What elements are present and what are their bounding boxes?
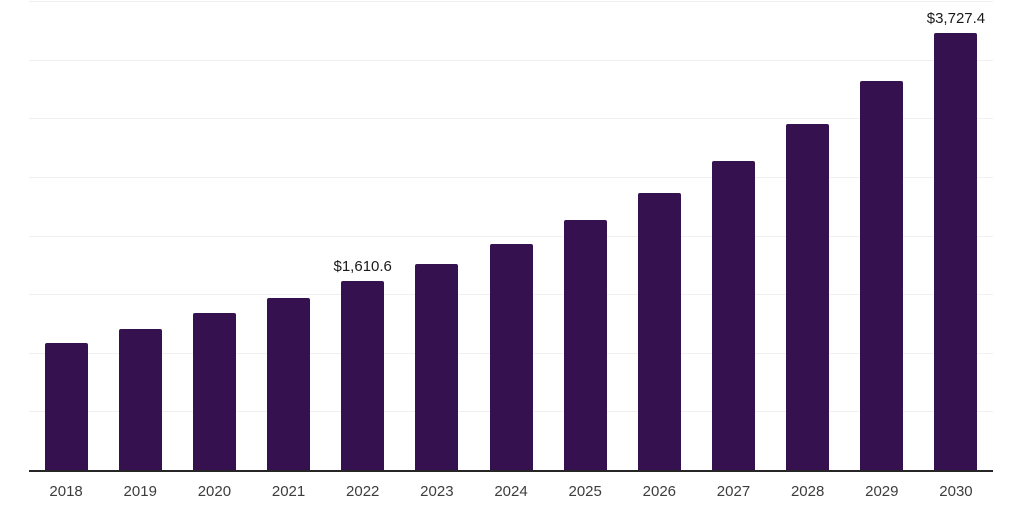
x-tick-2020: 2020 [197, 483, 232, 500]
bar-2029 [860, 81, 904, 470]
bar-2025 [563, 219, 607, 470]
x-tick-2018: 2018 [49, 483, 83, 500]
value-label-2022: $1,610.6 [333, 258, 392, 276]
x-axis-line [29, 470, 993, 472]
x-tick-2027: 2027 [716, 483, 751, 500]
bar-slot-2028 [771, 1, 845, 470]
plot-area: $1,610.6 [29, 1, 993, 472]
bar-2026 [637, 192, 681, 470]
bar-2020 [192, 312, 236, 470]
x-tick-2024: 2024 [494, 483, 528, 500]
bar-2030 [934, 32, 978, 470]
x-axis-tick-labels: 2018 2019 2020 2021 2022 2023 2024 2025 … [29, 483, 993, 501]
x-tick-2029: 2029 [865, 483, 899, 500]
bar-slot-2018 [29, 1, 103, 470]
bar-2022 [341, 281, 385, 470]
bar-2027 [711, 161, 755, 470]
bar-slot-2025 [548, 1, 622, 470]
x-tick-2022: 2022 [346, 483, 380, 500]
gridline-2500 [29, 176, 993, 178]
x-tick-2026: 2026 [642, 483, 677, 500]
gridline-2000 [29, 235, 993, 237]
value-label-2030: $3,727.4 [926, 9, 986, 27]
bar-slot-2026 [622, 1, 696, 470]
bar-slot-2027 [696, 1, 770, 470]
x-tick-2019: 2019 [123, 483, 157, 500]
x-tick-2021: 2021 [271, 483, 306, 500]
bar-slot-2029 [845, 1, 919, 470]
bar-2023 [415, 264, 459, 470]
bar-slot-2019 [103, 1, 177, 470]
x-tick-2025: 2025 [568, 483, 602, 500]
bar-slot-2022: $1,610.6 [326, 1, 400, 470]
bar-slot-2023 [400, 1, 474, 470]
bar-2019 [118, 329, 162, 470]
gridline-4000 [29, 1, 993, 2]
bar-slot-2024 [474, 1, 548, 470]
gridline-3500 [29, 59, 993, 61]
bar-2028 [786, 124, 830, 470]
x-tick-2030: 2030 [939, 483, 973, 500]
x-tick-2023: 2023 [420, 483, 454, 500]
bar-slot-2021 [251, 1, 325, 470]
gridline-3000 [29, 118, 993, 120]
bar-2018 [44, 342, 88, 470]
x-tick-2028: 2028 [790, 483, 825, 500]
bar-2024 [489, 243, 533, 470]
bar-slot-2020 [177, 1, 251, 470]
bar-slot-2030: $3,727.4 [919, 1, 993, 470]
bar-2021 [267, 298, 311, 470]
bars-group: $1,610.6 [29, 1, 993, 470]
